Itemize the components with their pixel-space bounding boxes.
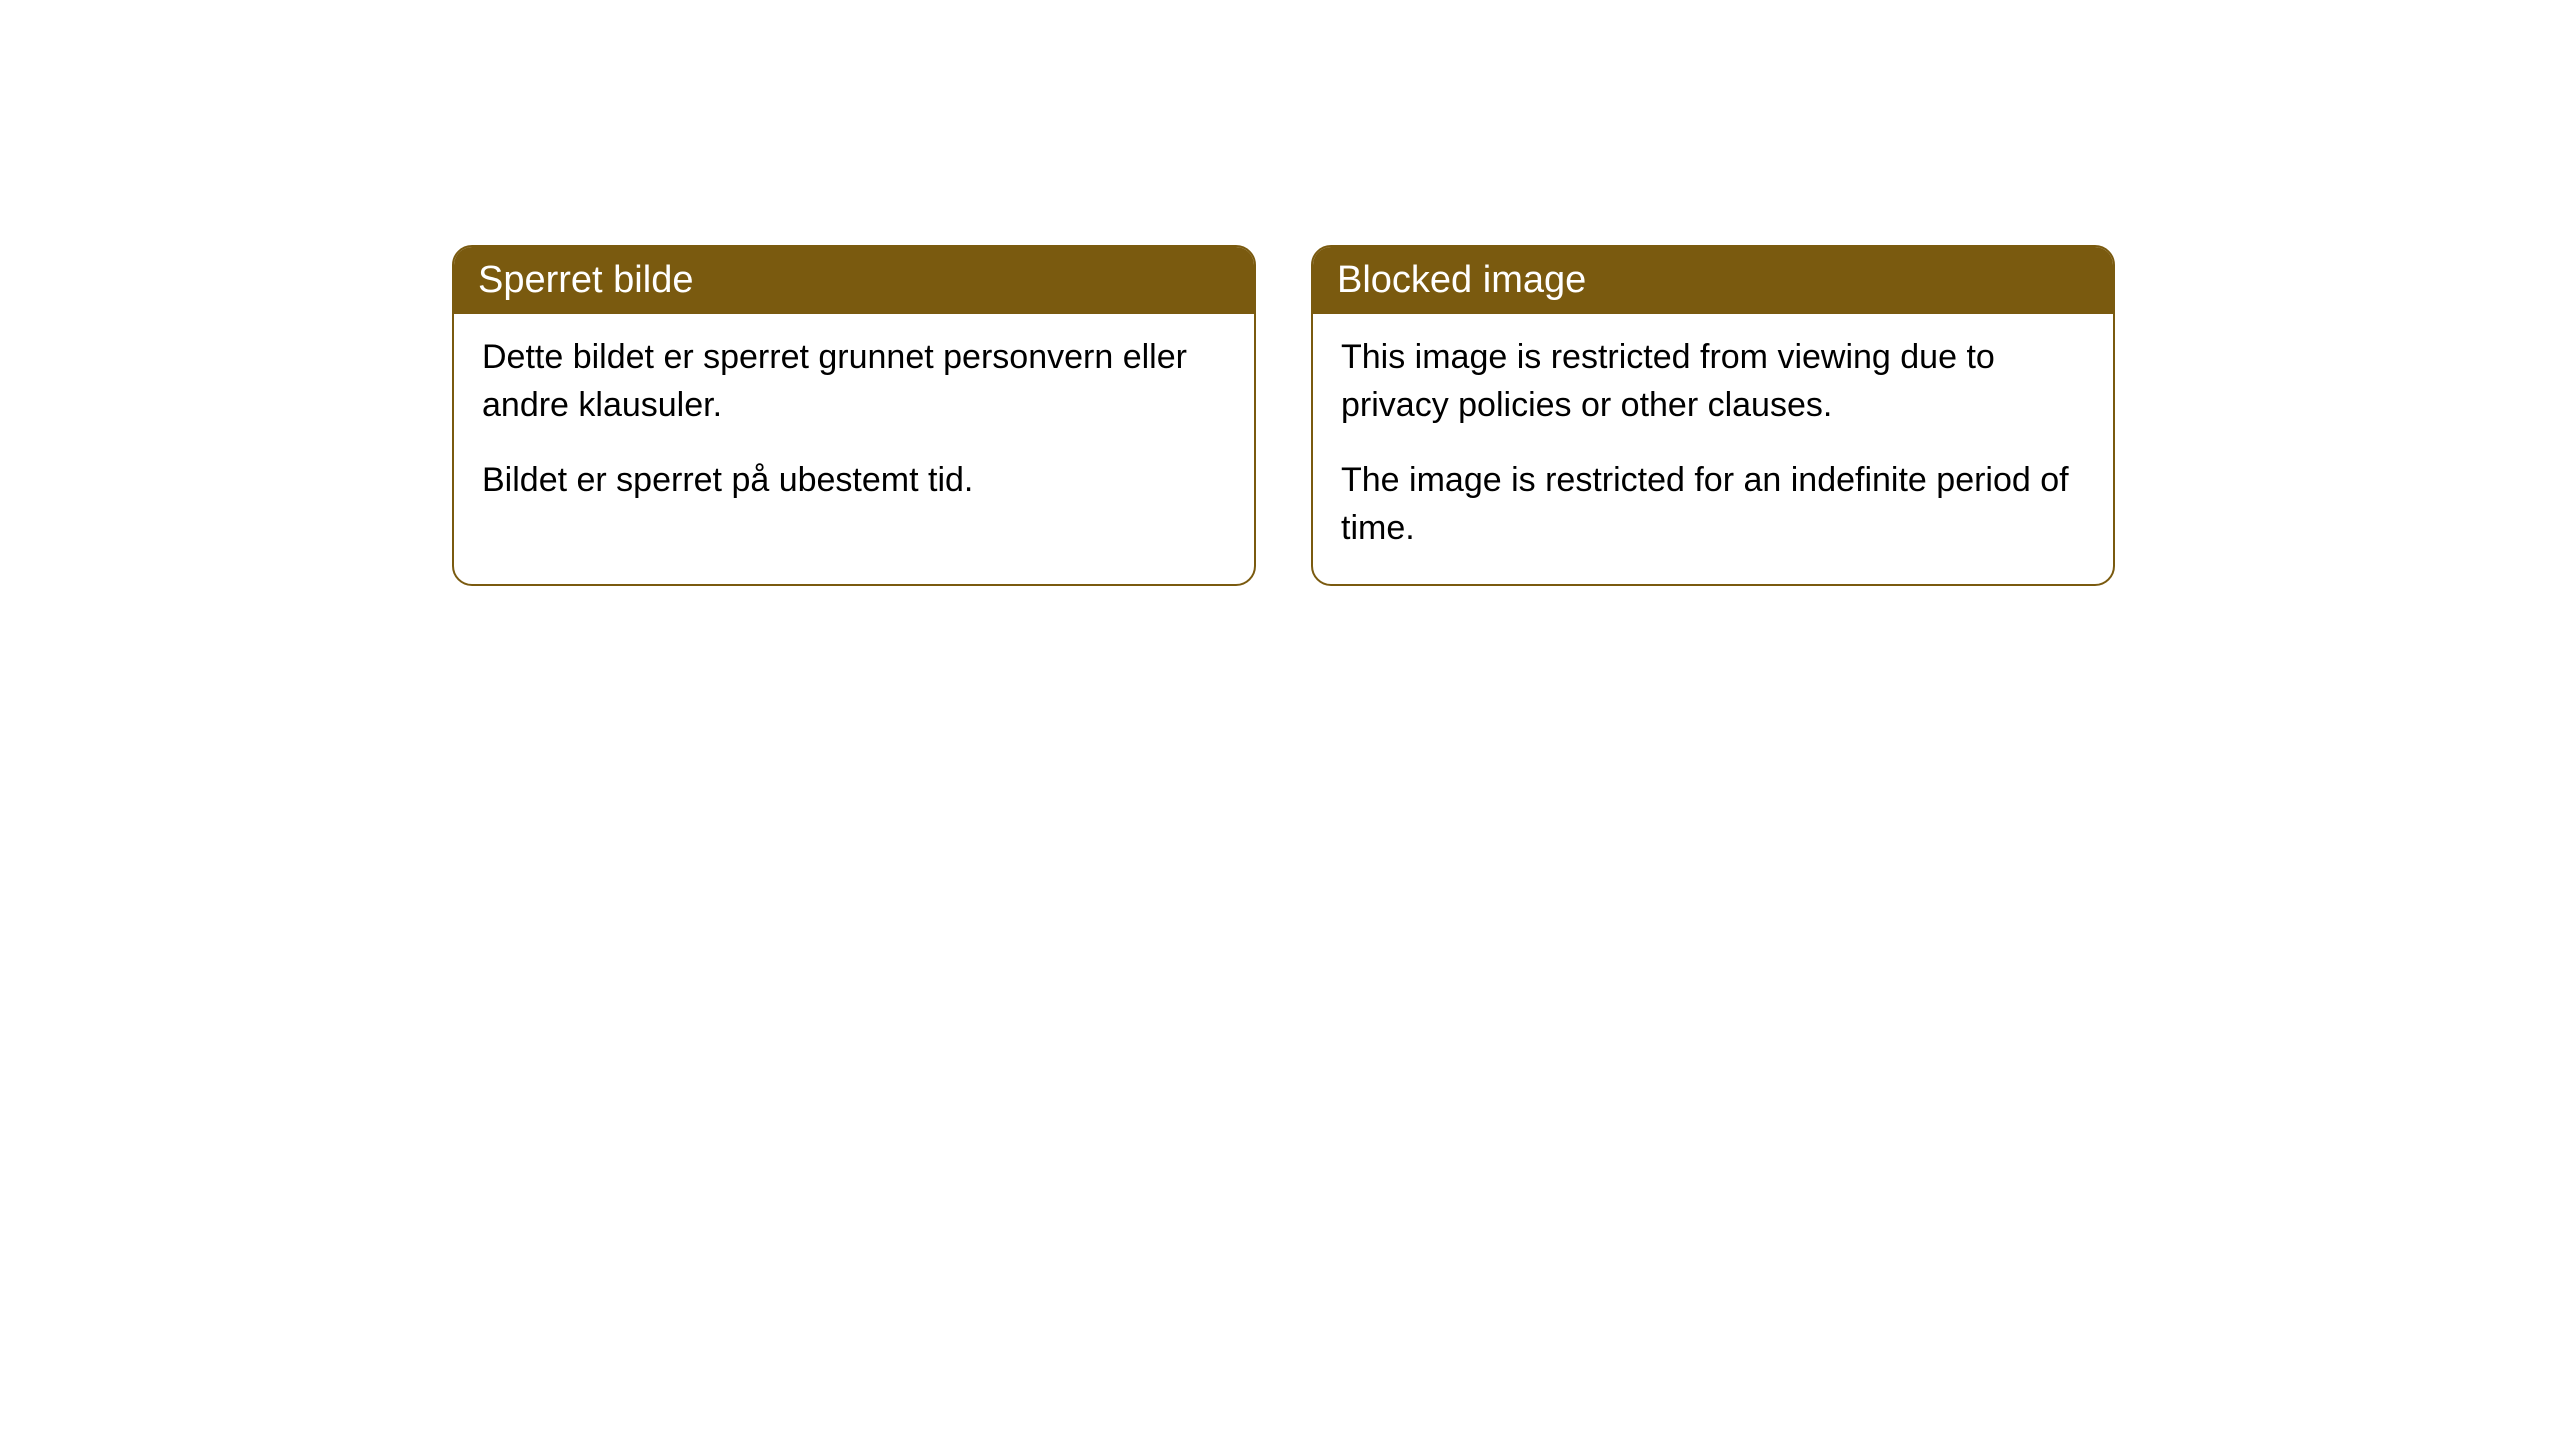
notice-cards-container: Sperret bilde Dette bildet er sperret gr… bbox=[452, 245, 2115, 586]
card-paragraph: The image is restricted for an indefinit… bbox=[1341, 457, 2085, 552]
card-body: This image is restricted from viewing du… bbox=[1313, 314, 2113, 584]
card-paragraph: Bildet er sperret på ubestemt tid. bbox=[482, 457, 1226, 505]
card-paragraph: Dette bildet er sperret grunnet personve… bbox=[482, 334, 1226, 429]
card-paragraph: This image is restricted from viewing du… bbox=[1341, 334, 2085, 429]
notice-card-norwegian: Sperret bilde Dette bildet er sperret gr… bbox=[452, 245, 1256, 586]
card-title: Sperret bilde bbox=[478, 259, 693, 301]
card-title: Blocked image bbox=[1337, 259, 1586, 301]
card-body: Dette bildet er sperret grunnet personve… bbox=[454, 314, 1254, 537]
notice-card-english: Blocked image This image is restricted f… bbox=[1311, 245, 2115, 586]
card-header: Sperret bilde bbox=[454, 247, 1254, 314]
card-header: Blocked image bbox=[1313, 247, 2113, 314]
